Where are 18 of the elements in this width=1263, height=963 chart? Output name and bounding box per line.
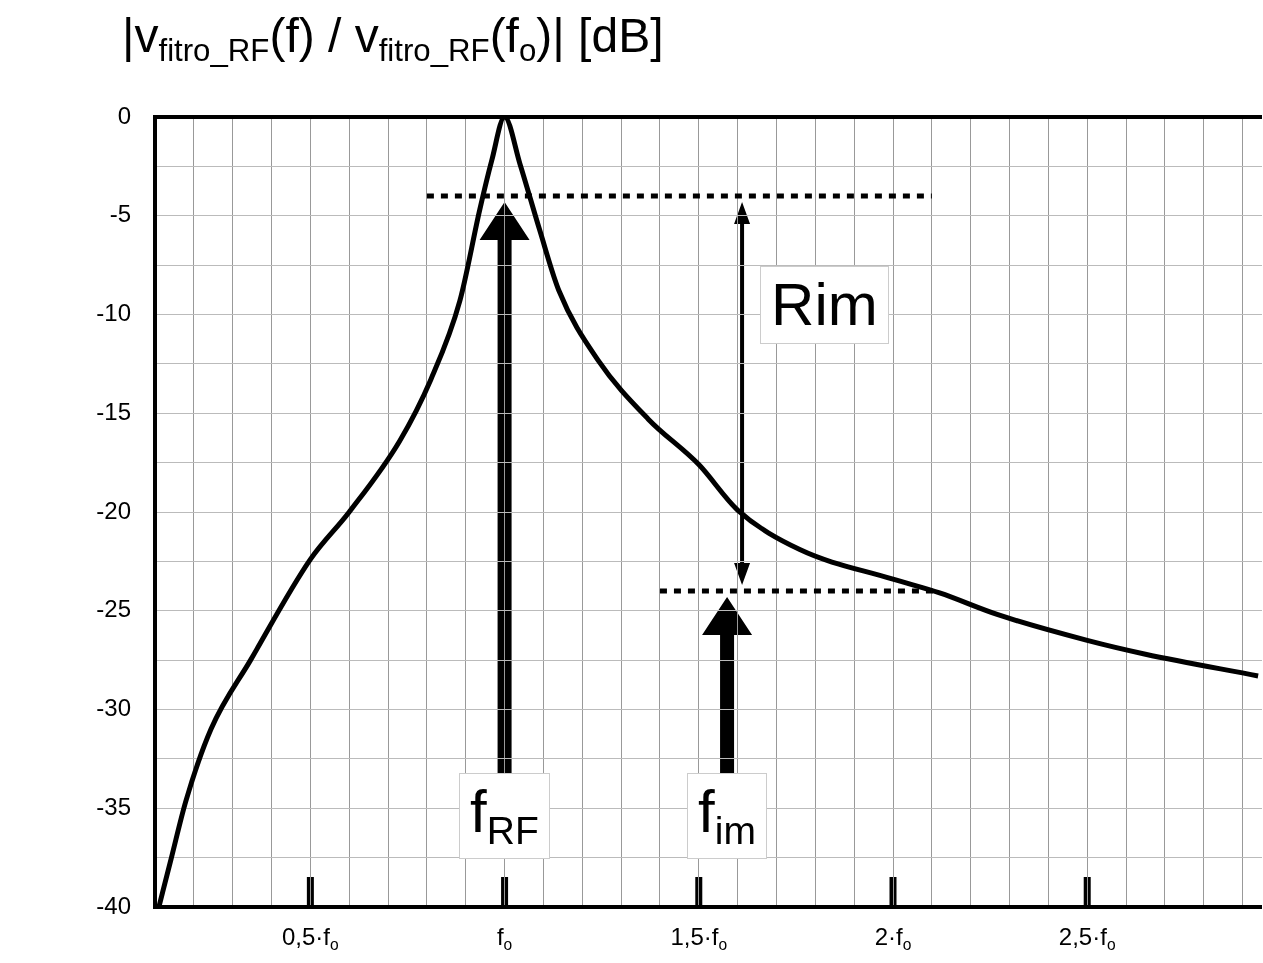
y-tick-label: -10: [96, 299, 131, 327]
y-tick-label: -20: [96, 496, 131, 524]
x-tick-label: 1,5·f$_{o}$: [670, 923, 728, 954]
y-tick-label: -30: [96, 694, 131, 722]
y-tick-label: -5: [109, 200, 131, 228]
x-tick-label: f$_{o}$: [496, 923, 513, 954]
annotation: f$_{RF}$: [459, 773, 550, 859]
annotation: Rim: [760, 266, 889, 345]
y-tick-label: -15: [96, 397, 131, 425]
y-axis-title: |v$_{fitro_RF}$(f) / v$_{fitro_RF}$(f$_{o}$)| [dB]: [122, 8, 664, 70]
x-tick-label: 2,5·f$_{o}$: [1058, 923, 1116, 954]
y-tick-label: -40: [96, 891, 131, 919]
x-tick-label: 0,5·f$_{o}$: [282, 923, 339, 954]
x-tick-label: 2·f$_{o}$: [874, 923, 912, 954]
annotation: f$_{im}$: [687, 773, 767, 859]
y-tick-label: -25: [96, 595, 131, 623]
y-tick-label: 0: [117, 101, 131, 129]
y-tick-label: -35: [96, 792, 131, 820]
